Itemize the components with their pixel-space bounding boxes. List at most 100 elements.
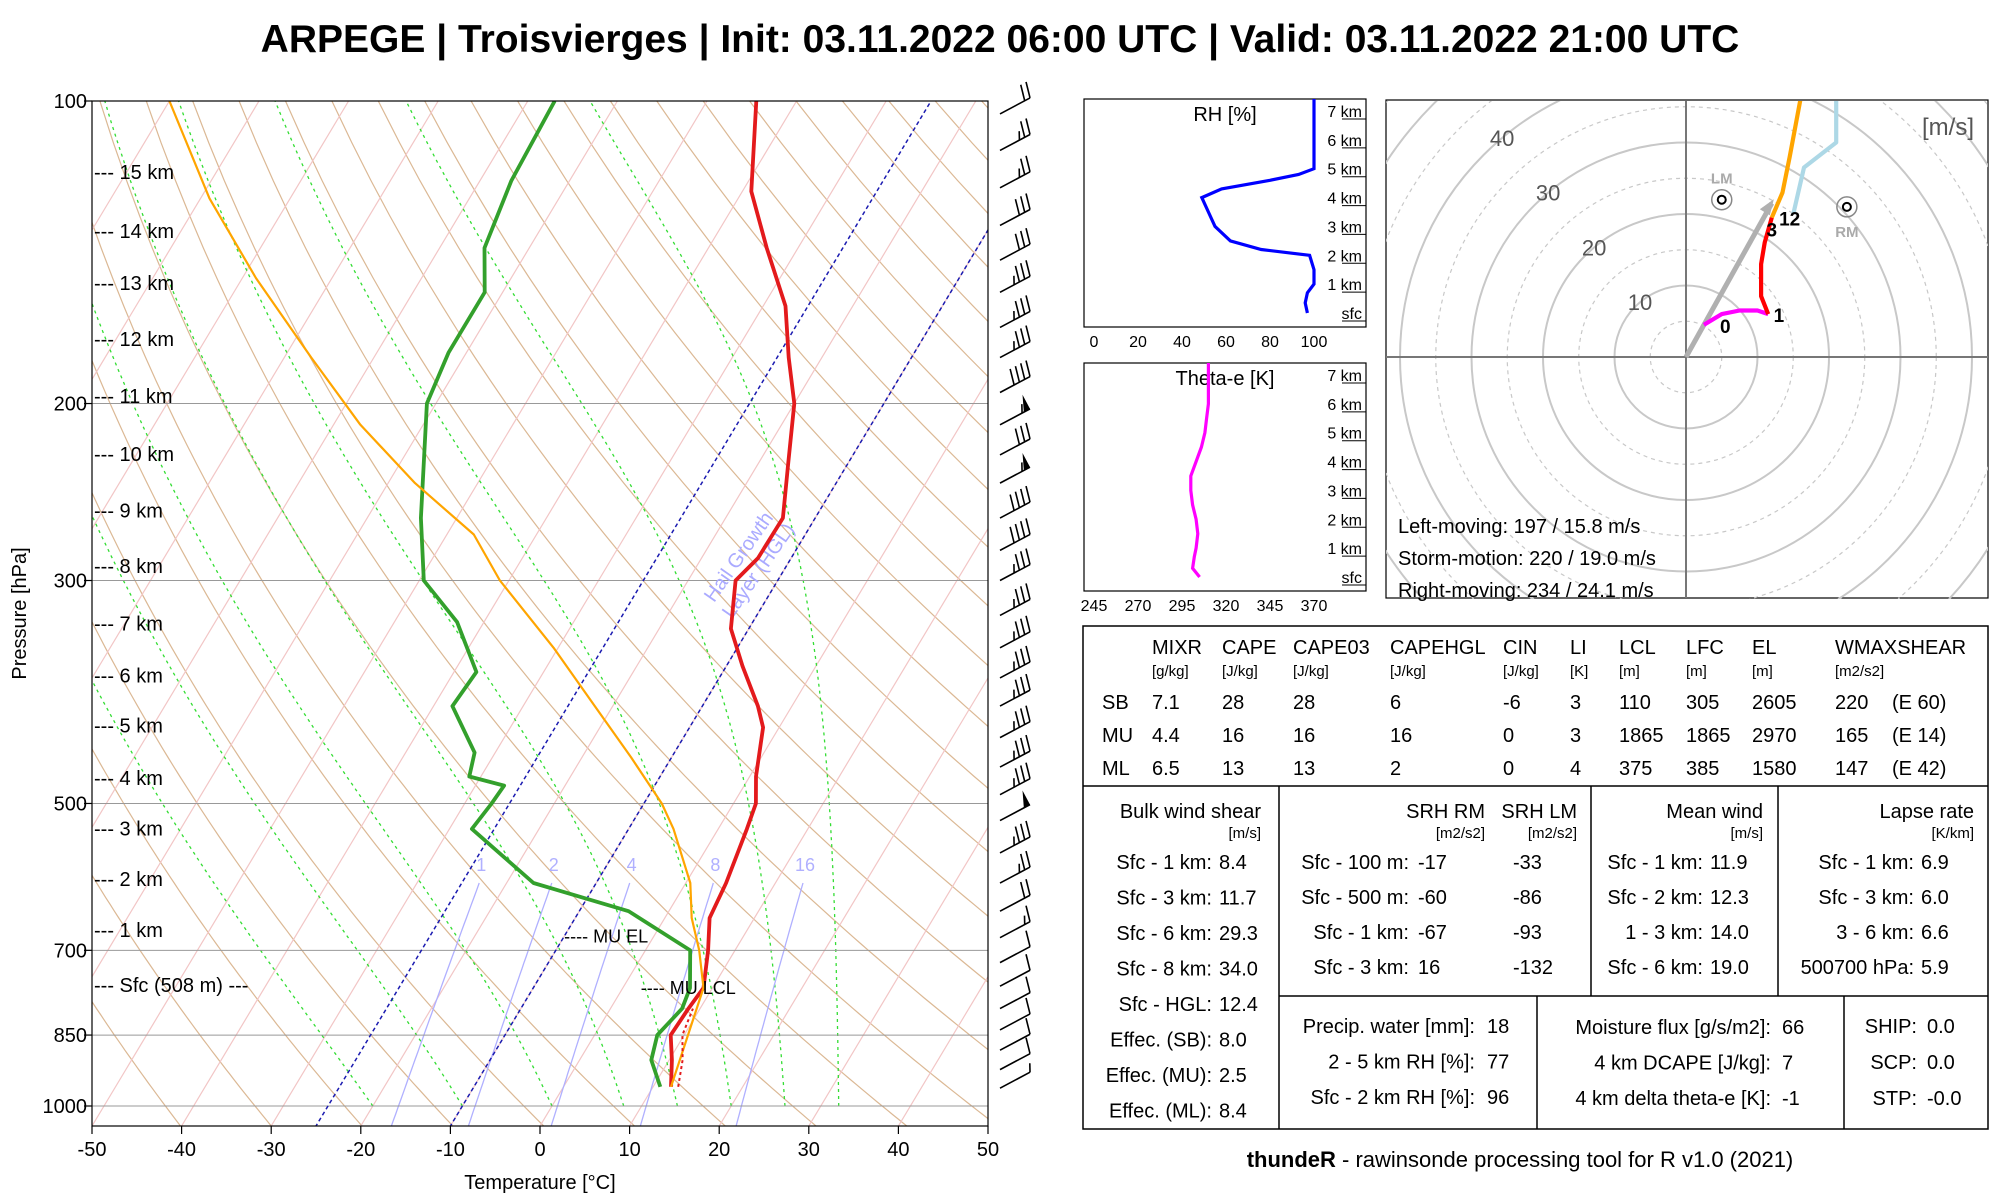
barb-feather: [1025, 485, 1031, 503]
moist-adiabat: [92, 301, 553, 1107]
height-label: --- 3 km: [94, 819, 163, 841]
barb-feather: [1025, 548, 1031, 565]
storm-marker-label: RM: [1835, 224, 1858, 241]
barb-staff: [999, 1033, 1031, 1051]
barb-feather: [1019, 121, 1026, 138]
srh-lm-title: SRH LM: [1501, 801, 1577, 823]
bulk-shear-value: 29.3: [1219, 923, 1258, 945]
wind-barb: [999, 227, 1031, 261]
wind-barb: [999, 997, 1031, 1031]
bulk-shear-label: Effec. (ML):: [1109, 1101, 1212, 1123]
dry-adiabat: [92, 874, 273, 1126]
barb-feather: [1014, 265, 1021, 283]
level-label: 3 km: [1327, 483, 1362, 500]
param-cell: 6.5: [1152, 758, 1180, 780]
wind-barb: [999, 260, 1031, 293]
barb-feather: [1014, 826, 1021, 843]
bulk-shear-title: Bulk wind shear: [1120, 801, 1262, 823]
level-label: 2 km: [1327, 512, 1362, 529]
dry-adiabat: [92, 620, 454, 1126]
bulk-shear-value: 2.5: [1219, 1065, 1247, 1087]
barb-feather: [1025, 360, 1031, 377]
mean-wind-value: 14.0: [1710, 922, 1749, 944]
index-value: 0.0: [1927, 1016, 1955, 1038]
shear-arrowhead: [1759, 199, 1774, 216]
height-label: --- 11 km: [94, 386, 173, 408]
param-header: LCL: [1619, 637, 1656, 659]
barb-feather: [1019, 881, 1026, 899]
barb-feather: [1014, 198, 1021, 216]
level-label: 5 km: [1327, 426, 1362, 443]
wind-barb: [999, 518, 1031, 552]
barb-feather: [1025, 295, 1031, 312]
barb-feather: [1019, 230, 1026, 248]
barb-staff: [999, 408, 1031, 426]
param-header: CAPE: [1222, 637, 1276, 659]
srh-rm-title: SRH RM: [1406, 801, 1485, 823]
param-cell: 110: [1619, 692, 1651, 714]
moisture-label: Precip. water [mm]:: [1303, 1016, 1475, 1038]
barb-feather: [1019, 823, 1026, 840]
flux-label: 4 km DCAPE [J/kg]:: [1594, 1053, 1771, 1075]
flux-label: 4 km delta theta-e [K]:: [1575, 1088, 1771, 1110]
param-row-label: ML: [1102, 758, 1130, 780]
barb-feather: [1019, 737, 1026, 755]
param-unit: [m]: [1752, 663, 1773, 680]
isotherm: [92, 101, 529, 829]
param-unit: [m]: [1686, 663, 1707, 680]
x-tick-label: 0: [1090, 334, 1099, 351]
wind-barb: [999, 734, 1031, 768]
param-unit: [m2/s2]: [1835, 663, 1884, 680]
y-tick-label: 700: [54, 940, 87, 962]
srh-lm-value: -33: [1513, 852, 1542, 874]
footer-credit: thundeR - rawinsonde processing tool for…: [1080, 1147, 1960, 1173]
dry-adiabat: [92, 220, 727, 1126]
barb-feather: [1025, 155, 1031, 173]
hodo-segment: [1759, 217, 1774, 315]
wind-barb: [999, 905, 1031, 939]
param-cell: -6: [1503, 692, 1521, 714]
shear-vector: [1683, 202, 1774, 359]
param-cell: 165: [1835, 725, 1868, 747]
lapse-rate-label: Sfc - 1 km:: [1818, 852, 1914, 874]
barb-staff: [999, 598, 1031, 617]
bulk-shear-value: 12.4: [1219, 994, 1258, 1016]
barb-feather: [1025, 1018, 1031, 1035]
barb-feather: [1014, 233, 1021, 251]
hodograph-panel: 10 20 30 40 0 1 312 6 LM RM [m/s] Left-moving: 197 …: [1385, 99, 1989, 602]
param-unit: [J/kg]: [1503, 663, 1539, 680]
param-cell: 4.4: [1152, 725, 1180, 747]
x-tick-label: 50: [977, 1139, 999, 1161]
lapse-rate-unit: [K/km]: [1931, 825, 1974, 842]
wind-barb: [999, 325, 1031, 359]
mixing-ratio-label: 2: [549, 855, 559, 875]
x-tick-label: 40: [887, 1139, 909, 1161]
level-label: 1 km: [1327, 541, 1362, 558]
wind-barb: [999, 422, 1031, 456]
barb-staff: [999, 438, 1031, 456]
x-tick-label: 60: [1217, 334, 1235, 351]
flux-label: Moisture flux [g/s/m2]:: [1575, 1017, 1771, 1039]
barb-feather: [1025, 976, 1031, 993]
barb-staff: [999, 563, 1031, 582]
srh-lm-value: -93: [1513, 922, 1542, 944]
srh-lm-value: -132: [1513, 957, 1553, 979]
hgl-isotherm: [315, 101, 932, 1126]
param-cell: 4: [1570, 758, 1581, 780]
lapse-rate-title: Lapse rate: [1879, 801, 1974, 823]
x-tick-label: 80: [1261, 334, 1279, 351]
param-cell: 7.1: [1152, 692, 1180, 714]
param-row-label: SB: [1102, 692, 1129, 714]
barb-feather: [1025, 645, 1031, 663]
wind-barb: [999, 295, 1031, 329]
level-label: 7 km: [1327, 368, 1362, 385]
moisture-value: 77: [1487, 1052, 1509, 1074]
isotherm: [360, 101, 977, 1126]
bulk-shear-value: 11.7: [1219, 888, 1256, 910]
dry-adiabat: [331, 101, 988, 917]
barb-staff: [999, 945, 1031, 964]
y-tick-label: 500: [54, 793, 87, 815]
dry-adiabat: [92, 747, 363, 1126]
barb-feather: [1019, 708, 1026, 725]
